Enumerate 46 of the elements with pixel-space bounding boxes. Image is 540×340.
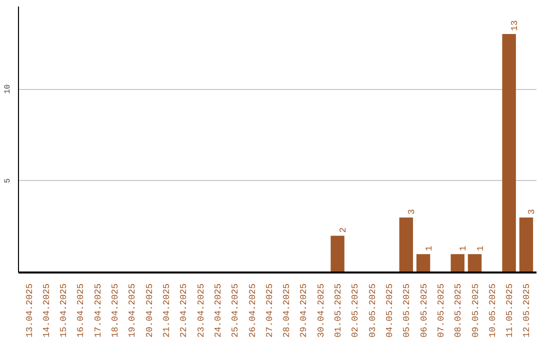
x-tick-label: 07.05.2025: [436, 283, 446, 338]
x-tick-label: 26.04.2025: [248, 283, 258, 338]
x-tick-label: 09.05.2025: [470, 283, 481, 338]
x-tick-label: 01.05.2025: [334, 283, 344, 338]
bar: [399, 217, 414, 272]
data-label: 13: [510, 20, 520, 32]
bar: [502, 34, 516, 272]
x-tick-label: 02.05.2025: [350, 283, 361, 338]
data-label: 1: [458, 246, 469, 252]
x-tick-label: 30.04.2025: [316, 283, 326, 338]
x-tick-label: 21.04.2025: [162, 283, 172, 338]
bar: [450, 254, 464, 272]
bar: [416, 254, 430, 272]
x-tick-label: 08.05.2025: [454, 283, 464, 338]
data-label: 2: [338, 227, 349, 233]
x-tick-label: 23.04.2025: [196, 283, 206, 338]
x-tick-label: 15.04.2025: [59, 283, 70, 338]
x-tick-label: 29.04.2025: [299, 283, 310, 338]
x-tick-label: 20.04.2025: [144, 283, 155, 338]
x-tick-label: 13.04.2025: [24, 283, 35, 338]
bar: [330, 236, 344, 272]
x-tick-label: 06.05.2025: [419, 283, 430, 338]
data-label: 3: [527, 209, 538, 214]
x-tick-label: 24.04.2025: [213, 283, 224, 338]
x-tick-label: 03.05.2025: [368, 283, 378, 338]
data-label: 1: [424, 246, 434, 252]
x-tick-label: 04.05.2025: [384, 283, 395, 338]
x-tick-label: 17.04.2025: [93, 283, 104, 338]
x-tick-label: 27.04.2025: [264, 283, 275, 338]
x-tick-label: 22.04.2025: [179, 283, 190, 338]
x-tick-label: 16.04.2025: [76, 283, 86, 338]
x-tick-label: 14.04.2025: [42, 283, 52, 338]
x-tick-label: 28.04.2025: [282, 283, 292, 338]
x-tick-label: 10.05.2025: [488, 283, 498, 338]
x-tick-label: 25.04.2025: [230, 283, 241, 338]
x-tick-label: 11.05.2025: [505, 283, 516, 338]
x-tick-label: 05.05.2025: [402, 283, 412, 338]
x-tick-label: 19.04.2025: [128, 283, 138, 338]
bar: [468, 254, 482, 272]
x-tick-label: 18.04.2025: [110, 283, 121, 338]
data-label: 3: [407, 209, 418, 214]
bar: [519, 217, 534, 272]
x-tick-label: 12.05.2025: [522, 283, 532, 338]
y-tick-label: 10: [4, 84, 12, 94]
y-tick-label: 5: [4, 178, 12, 184]
data-label: 1: [476, 246, 486, 252]
